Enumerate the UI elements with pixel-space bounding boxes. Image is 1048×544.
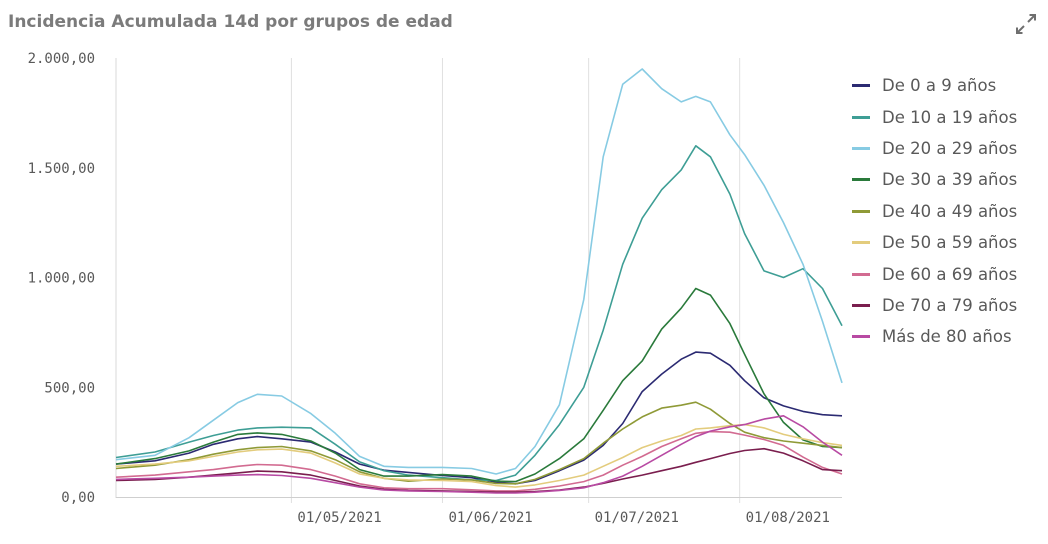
legend-swatch — [852, 241, 870, 245]
legend-item[interactable]: De 70 a 79 años — [852, 290, 1042, 321]
series-line-5 — [115, 401, 843, 485]
axes — [115, 58, 842, 498]
legend-label: De 10 a 19 años — [882, 107, 1018, 127]
legend-swatch — [852, 209, 870, 213]
line-chart: 0,00 500,00 1.000,00 1.500,00 2.000,00 01/05… — [28, 51, 843, 526]
legend-item[interactable]: De 10 a 19 años — [852, 101, 1042, 132]
legend-label: De 30 a 39 años — [882, 170, 1018, 190]
series-line-2 — [115, 145, 843, 482]
legend-item[interactable]: De 60 a 69 años — [852, 258, 1042, 289]
legend-item[interactable]: De 0 a 9 años — [852, 70, 1042, 101]
legend-item[interactable]: De 20 a 29 años — [852, 133, 1042, 164]
legend: De 0 a 9 años De 10 a 19 años De 20 a 29 a… — [852, 70, 1042, 353]
legend-label: De 50 a 59 años — [882, 233, 1018, 253]
legend-swatch — [852, 178, 870, 182]
x-tick-label: 01/08/2021 — [746, 510, 830, 526]
legend-item[interactable]: De 50 a 59 años — [852, 227, 1042, 258]
series-line-3 — [115, 68, 843, 475]
series-line-7 — [115, 430, 843, 492]
legend-swatch — [852, 146, 870, 150]
legend-label: De 40 a 49 años — [882, 201, 1018, 221]
legend-item[interactable]: De 40 a 49 años — [852, 196, 1042, 227]
y-tick-label: 1.000,00 — [28, 271, 95, 287]
legend-label: Más de 80 años — [882, 327, 1012, 347]
x-tick-label: 01/06/2021 — [448, 510, 532, 526]
series-line-4 — [115, 287, 843, 483]
legend-item[interactable]: Más de 80 años — [852, 321, 1042, 352]
legend-label: De 70 a 79 años — [882, 295, 1018, 315]
y-axis-ticks: 0,00 500,00 1.000,00 1.500,00 2.000,00 — [28, 51, 95, 506]
legend-label: De 20 a 29 años — [882, 138, 1018, 158]
series-lines — [115, 68, 843, 494]
y-tick-label: 2.000,00 — [28, 51, 95, 67]
legend-swatch — [852, 303, 870, 307]
y-tick-label: 0,00 — [61, 490, 95, 506]
legend-item[interactable]: De 30 a 39 años — [852, 164, 1042, 195]
x-tick-label: 01/07/2021 — [595, 510, 679, 526]
x-axis-ticks: 01/05/2021 01/06/2021 01/07/2021 01/08/2021 — [297, 510, 830, 526]
y-tick-label: 1.500,00 — [28, 161, 95, 177]
chart-title: Incidencia Acumulada 14d por grupos de e… — [8, 12, 453, 32]
y-tick-label: 500,00 — [44, 380, 95, 396]
expand-icon[interactable] — [1012, 10, 1040, 38]
x-tick-label: 01/05/2021 — [297, 510, 381, 526]
legend-label: De 60 a 69 años — [882, 264, 1018, 284]
legend-swatch — [852, 84, 870, 88]
legend-swatch — [852, 272, 870, 276]
grid-lines — [290, 58, 741, 503]
series-line-9 — [115, 415, 843, 494]
series-line-1 — [115, 351, 843, 485]
legend-label: De 0 a 9 años — [882, 76, 997, 96]
legend-swatch — [852, 115, 870, 119]
legend-swatch — [852, 335, 870, 339]
